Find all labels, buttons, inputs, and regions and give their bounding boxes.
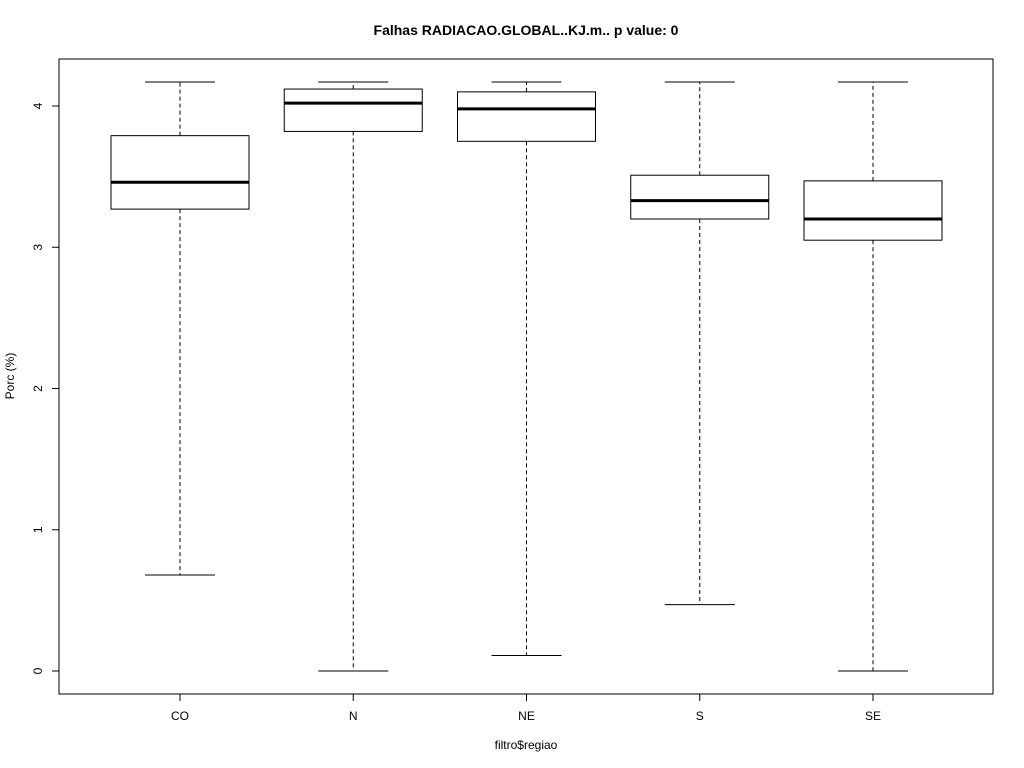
box-iqr-se bbox=[803, 180, 943, 241]
x-axis-label: filtro$regiao bbox=[495, 738, 558, 752]
x-tick-label: NE bbox=[518, 709, 535, 723]
y-tick-label: 1 bbox=[31, 526, 45, 533]
y-tick-label: 3 bbox=[31, 244, 45, 251]
y-axis-label: Porc (%) bbox=[3, 353, 17, 400]
x-tick-label: CO bbox=[171, 709, 189, 723]
box-s bbox=[630, 81, 770, 606]
x-tick-label: S bbox=[696, 709, 704, 723]
x-axis: CO N NE S SE bbox=[171, 693, 881, 723]
x-tick-label: N bbox=[349, 709, 358, 723]
box-se bbox=[803, 81, 943, 672]
box-group bbox=[110, 81, 943, 672]
y-axis: 0 1 2 3 4 bbox=[31, 102, 60, 674]
box-ne bbox=[457, 81, 596, 656]
x-tick-label: SE bbox=[865, 709, 881, 723]
box-iqr-s bbox=[630, 174, 770, 220]
y-tick-label: 4 bbox=[31, 102, 45, 109]
box-iqr-n bbox=[283, 88, 423, 132]
box-co bbox=[110, 81, 250, 576]
box-iqr-co bbox=[110, 135, 250, 210]
box-iqr-ne bbox=[457, 91, 596, 142]
y-tick-label: 2 bbox=[31, 385, 45, 392]
chart-title: Falhas RADIACAO.GLOBAL..KJ.m.. p value: … bbox=[374, 22, 679, 38]
y-tick-label: 0 bbox=[31, 667, 45, 674]
box-n bbox=[283, 81, 423, 672]
